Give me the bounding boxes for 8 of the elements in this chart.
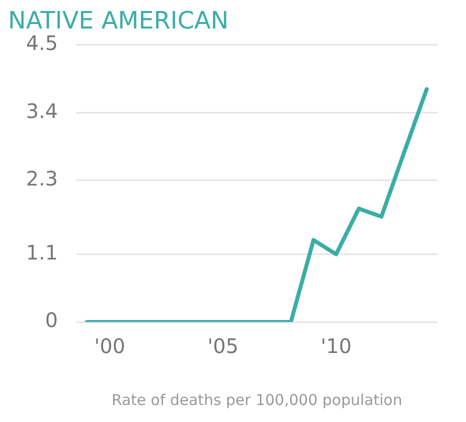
x-tick-label: '05 [207, 334, 238, 358]
x-tick-label: '00 [94, 334, 126, 358]
y-tick-label: 0 [45, 308, 58, 332]
y-tick-label: 2.3 [26, 166, 58, 191]
x-tick-label: '10 [320, 334, 352, 358]
y-tick-label: 3.4 [26, 98, 58, 123]
y-tick-label: 1.1 [26, 240, 58, 264]
x-axis-title: Rate of deaths per 100,000 population [112, 390, 402, 409]
